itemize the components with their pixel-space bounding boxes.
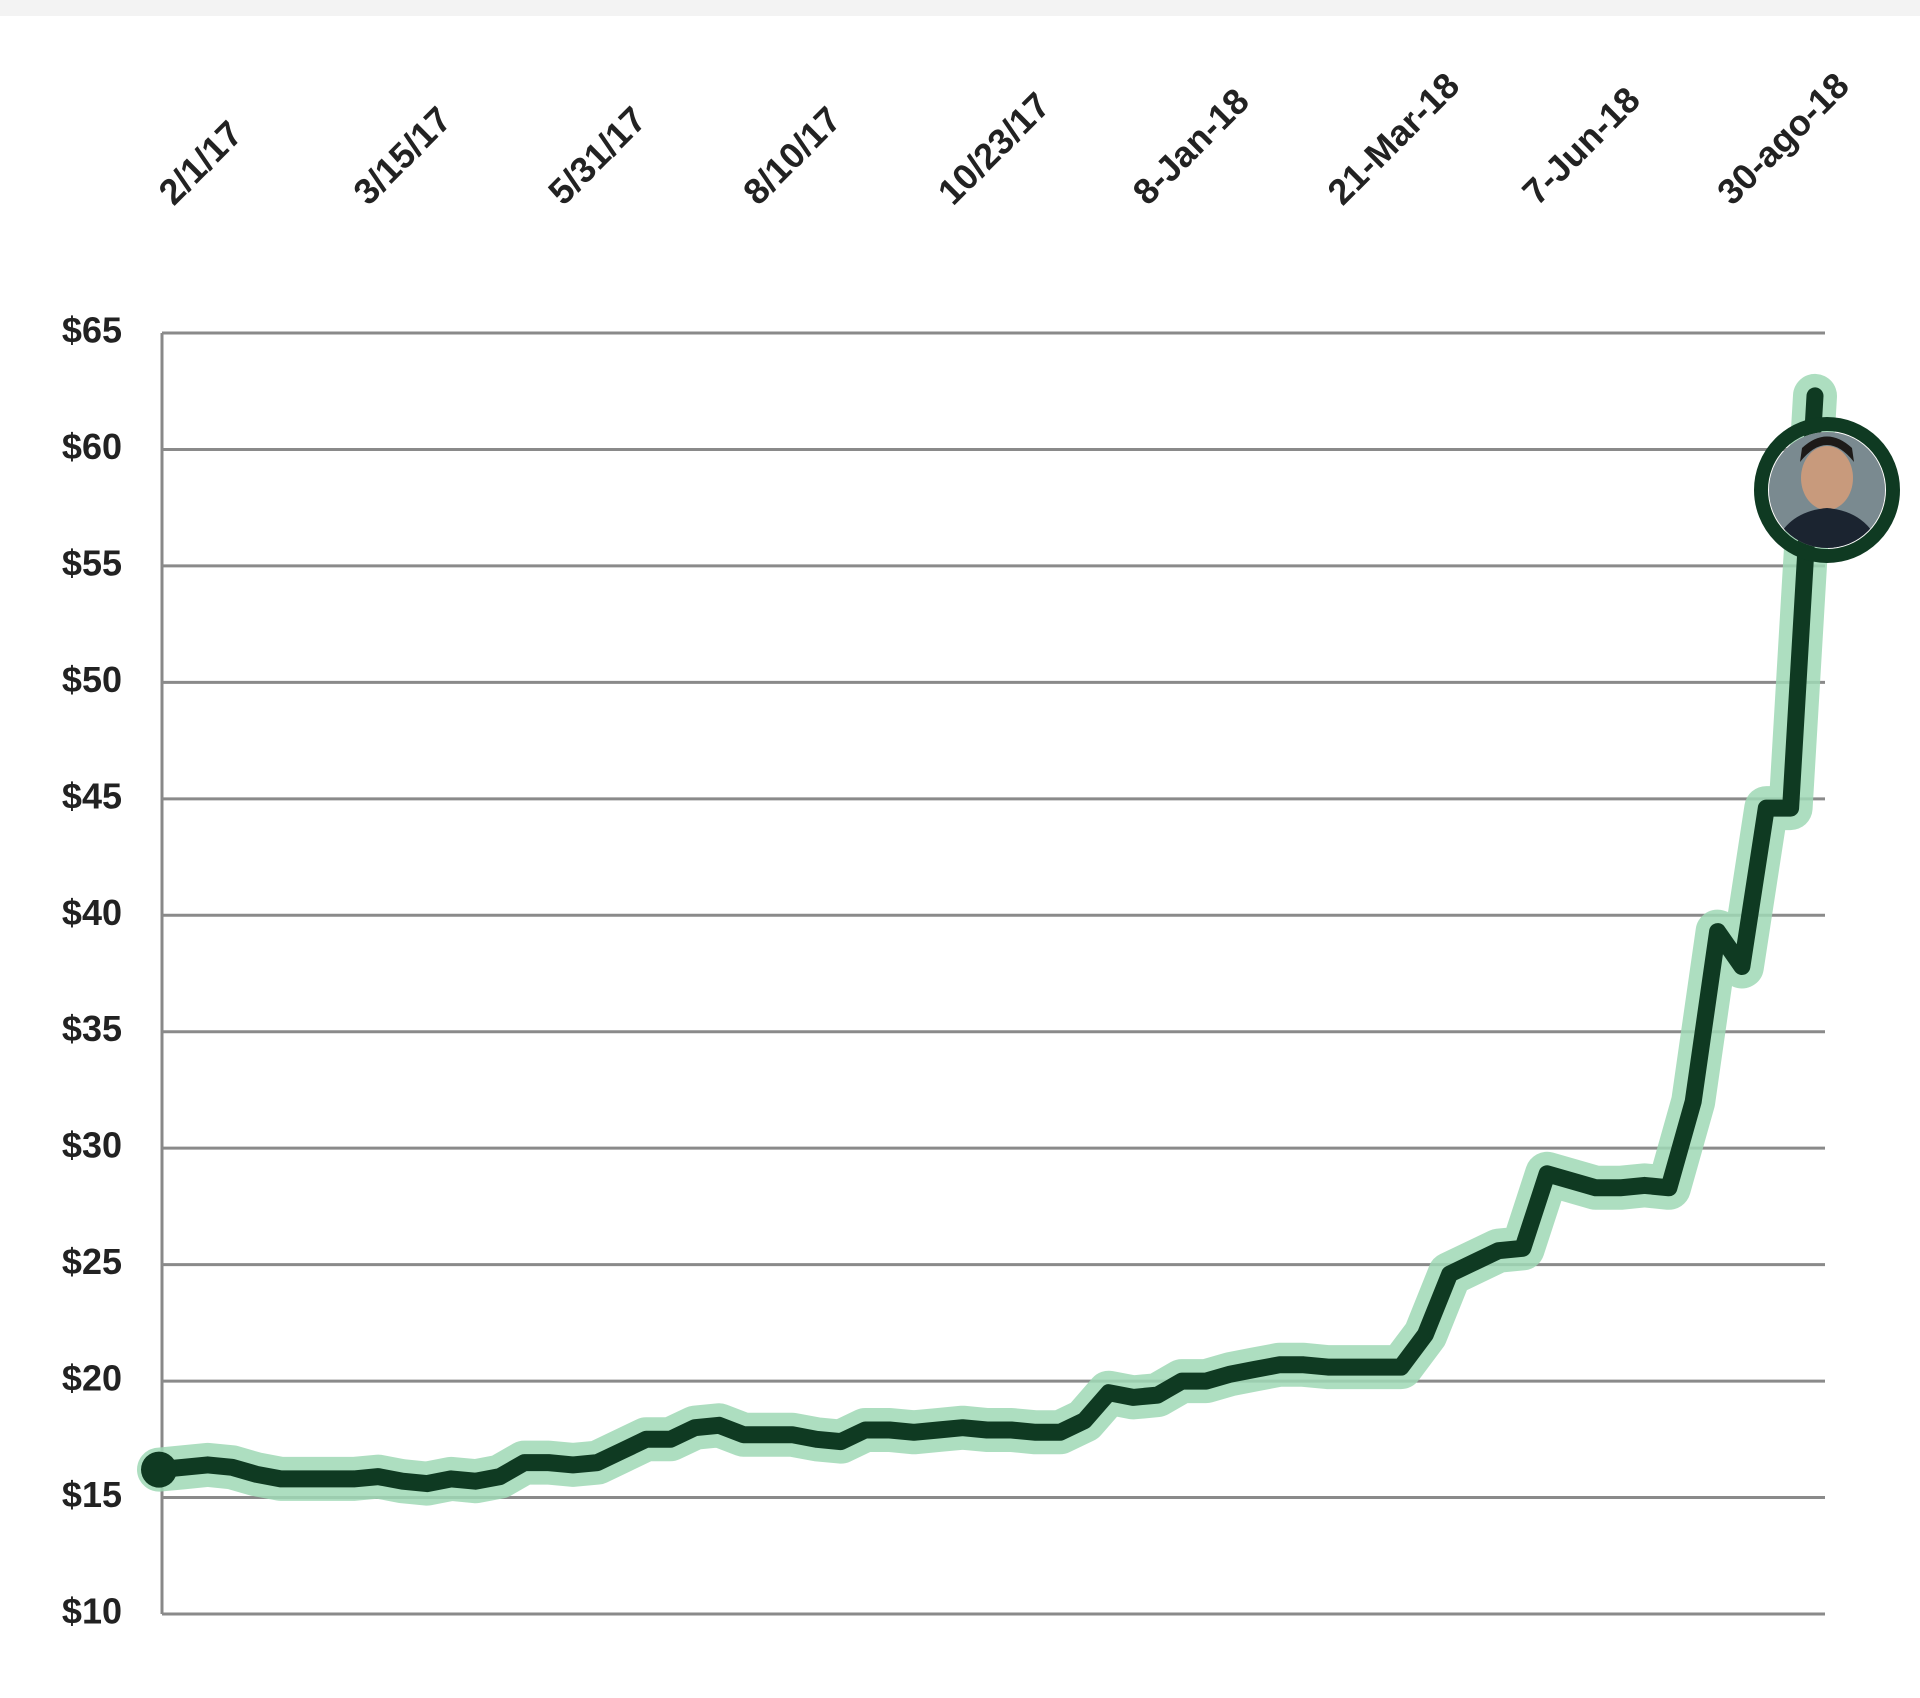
y-tick-label: $50: [62, 659, 122, 700]
plot: $10 $15 $20 $25 $30 $35 $40 $45 $50 $55 $60 $65 2/1/…: [62, 65, 1857, 1632]
y-tick-label: $45: [62, 775, 122, 816]
y-tick-label: $15: [62, 1474, 122, 1515]
x-tick-label: 7-Jun-18: [1514, 79, 1648, 213]
x-tick-label: 8/10/17: [735, 98, 849, 212]
y-tick-label: $40: [62, 892, 122, 933]
y-tick-label: $25: [62, 1241, 122, 1282]
start-dot: [141, 1451, 177, 1488]
x-tick-label: 5/31/17: [540, 98, 654, 212]
line: [150, 387, 1824, 1493]
x-tick-label: 30-ago-18: [1709, 65, 1857, 213]
y-tick-label: $65: [62, 310, 122, 351]
line-halo: [137, 373, 1837, 1506]
x-tick-label: 3/15/17: [345, 98, 459, 212]
y-tick-label: $10: [62, 1591, 122, 1632]
x-tick-label: 8-Jan-18: [1125, 80, 1257, 212]
top-bar: [0, 0, 1920, 16]
x-tick-label: 21-Mar-18: [1319, 65, 1467, 213]
x-tick-label: 2/1/17: [150, 113, 250, 213]
x-tick-label: 10/23/17: [930, 84, 1058, 212]
y-tick-label: $35: [62, 1008, 122, 1049]
y-tick-label: $30: [62, 1125, 122, 1166]
y-tick-label: $55: [62, 542, 122, 583]
y-tick-label: $60: [62, 426, 122, 467]
y-tick-label: $20: [62, 1358, 122, 1399]
avatar: [1754, 417, 1900, 563]
